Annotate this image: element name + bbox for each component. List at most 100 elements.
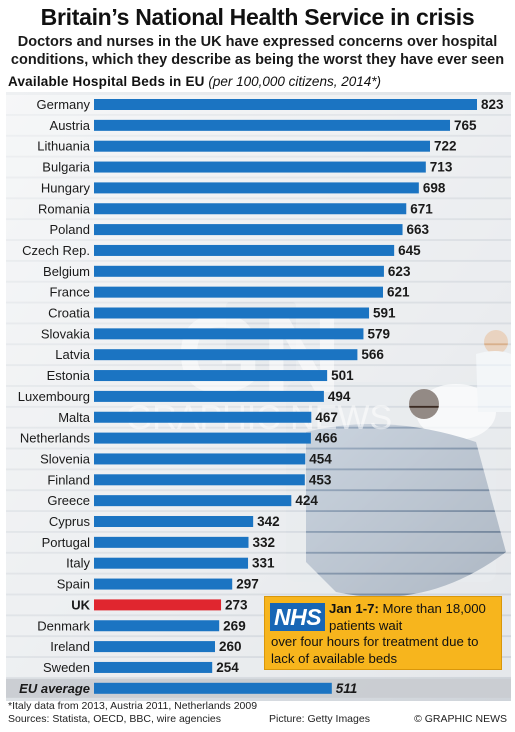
category-label: Bulgaria: [42, 160, 90, 175]
callout-text-2: over four hours for treatment due to lac…: [271, 634, 479, 666]
category-label: Sweden: [43, 660, 90, 675]
value-label: 424: [295, 493, 318, 508]
bar-row: Croatia 591: [6, 303, 511, 323]
bar-row: Spain 297: [6, 574, 511, 594]
value-label: 342: [257, 514, 280, 529]
category-label: Romania: [38, 201, 91, 216]
value-label: 698: [423, 180, 446, 195]
bar: [94, 244, 395, 256]
bar: [94, 390, 324, 402]
chart-heading: Available Hospital Beds in EU (per 100,0…: [8, 74, 508, 89]
bar: [94, 224, 403, 236]
value-label: 645: [398, 243, 421, 258]
bar-row: Belgium 623: [6, 261, 511, 281]
bar-row: Poland 663: [6, 220, 511, 240]
callout-text: Jan 1-7: More than 18,000 patients wait: [329, 601, 499, 634]
bar: [94, 557, 249, 569]
value-label: 297: [236, 577, 259, 592]
value-label: 671: [410, 201, 433, 216]
category-label: UK: [71, 597, 90, 612]
category-label: Croatia: [48, 306, 91, 321]
bar: [94, 641, 215, 653]
value-label: 466: [315, 431, 338, 446]
category-label: Portugal: [42, 535, 91, 550]
bar: [94, 140, 430, 152]
value-label: 332: [253, 535, 276, 550]
value-label: 823: [481, 97, 504, 112]
bar: [94, 99, 477, 110]
bar-row: Italy 331: [6, 553, 511, 573]
value-label: 591: [373, 306, 396, 321]
bar: [94, 432, 311, 444]
bar-row: Netherlands 466: [6, 428, 511, 448]
value-label: 566: [361, 347, 384, 362]
bar-row: France 621: [6, 282, 511, 302]
copyright: © GRAPHIC NEWS: [414, 713, 507, 725]
bar: [94, 119, 451, 131]
category-label: Cyprus: [49, 514, 91, 529]
category-label: Greece: [47, 493, 90, 508]
bar: [94, 682, 332, 694]
bar-row: Hungary 698: [6, 178, 511, 198]
value-label: 765: [454, 118, 477, 133]
bar-row: Slovakia 579: [6, 324, 511, 344]
value-label: 467: [315, 410, 338, 425]
bar: [94, 286, 383, 298]
nhs-callout: NHS Jan 1-7: More than 18,000 patients w…: [264, 596, 502, 670]
value-label: 623: [388, 264, 411, 279]
category-label: Lithuania: [37, 139, 91, 154]
bar-row: Czech Rep. 645: [6, 240, 511, 260]
bar-row: Estonia 501: [6, 366, 511, 386]
chart-title: Available Hospital Beds in EU: [8, 74, 205, 89]
category-label: France: [50, 285, 90, 300]
value-label: 579: [367, 326, 390, 341]
bar-row: EU average 511: [6, 678, 511, 698]
bar: [94, 161, 426, 173]
bar-row: Romania 671: [6, 199, 511, 219]
bar: [94, 495, 292, 507]
bar: [94, 453, 306, 465]
bar-row: Bulgaria 713: [6, 157, 511, 177]
bar-row: Greece 424: [6, 491, 511, 511]
bar-chart: Germany 823 Austria 765 Lithuania 722 Bulgaria…: [6, 95, 511, 698]
value-label: 453: [309, 472, 332, 487]
category-label: Malta: [58, 410, 91, 425]
bar-row: Latvia 566: [6, 345, 511, 365]
bar: [94, 599, 222, 611]
callout-date: Jan 1-7:: [329, 601, 379, 616]
page-title: Britain’s National Health Service in cri…: [40, 4, 475, 30]
bar: [94, 182, 419, 194]
bar: [94, 578, 233, 590]
category-label: Luxembourg: [18, 389, 90, 404]
value-label: 454: [309, 451, 332, 466]
category-label: Germany: [37, 97, 91, 112]
callout-line1: More than 18,000 patients wait: [329, 601, 486, 633]
value-label: 511: [336, 681, 358, 696]
bar-row: Luxembourg 494: [6, 386, 511, 406]
chart-panel: GN GRAPHIC NEWS Germany823Austria765Lith…: [6, 92, 511, 701]
sources: Sources: Statista, OECD, BBC, wire agenc…: [8, 713, 221, 725]
category-label: Denmark: [37, 618, 90, 633]
category-label: Italy: [66, 556, 90, 571]
value-label: 260: [219, 639, 242, 654]
category-label: EU average: [19, 681, 90, 696]
bar-row: Portugal 332: [6, 532, 511, 552]
bar-row: Slovenia 454: [6, 449, 511, 469]
bar: [94, 328, 364, 340]
category-label: Czech Rep.: [22, 243, 90, 258]
category-label: Slovenia: [40, 451, 91, 466]
category-label: Latvia: [55, 347, 90, 362]
value-label: 663: [407, 222, 430, 237]
value-label: 621: [387, 285, 410, 300]
category-label: Spain: [57, 577, 90, 592]
category-label: Finland: [47, 472, 90, 487]
nhs-logo: NHS: [270, 603, 325, 631]
value-label: 722: [434, 139, 457, 154]
bar-row: Malta 467: [6, 407, 511, 427]
picture-credit: Picture: Getty Images: [269, 713, 370, 725]
value-label: 494: [328, 389, 351, 404]
category-label: Netherlands: [20, 431, 91, 446]
category-label: Hungary: [41, 180, 91, 195]
bar: [94, 411, 312, 423]
bar: [94, 349, 358, 361]
